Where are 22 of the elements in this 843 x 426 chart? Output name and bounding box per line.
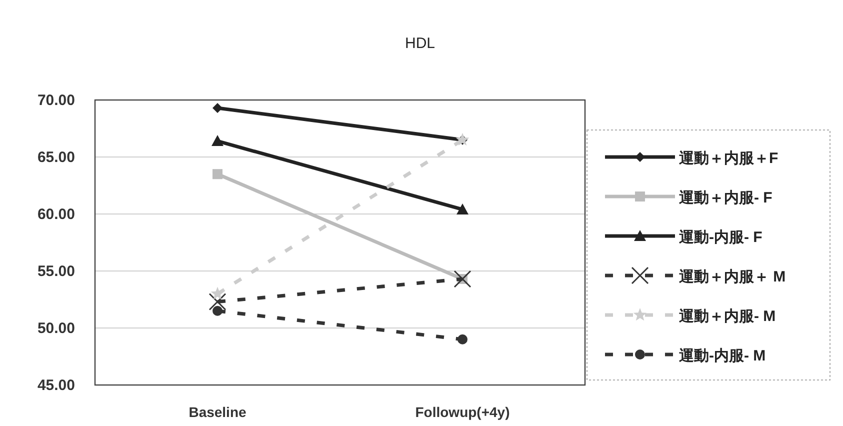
chart-title: HDL: [404, 35, 436, 52]
legend-label: 運動-内服- M: [678, 348, 766, 364]
legend-label: 運動＋内服- M: [678, 308, 776, 325]
point: [210, 286, 224, 300]
point: [212, 306, 222, 316]
legend-label: 運動＋内服- F: [678, 190, 772, 206]
point: [454, 270, 472, 288]
x-tick-label: Followup(+4y): [415, 404, 510, 420]
point: [458, 334, 468, 344]
point: [212, 102, 222, 113]
y-tick-label: 45.00: [37, 377, 75, 394]
y-tick-label: 60.00: [37, 206, 75, 223]
legend-label: 運動＋内服＋ M: [678, 268, 786, 286]
point: [208, 293, 226, 311]
y-tick-label: 65.00: [37, 149, 75, 166]
y-tick-label: 50.00: [37, 320, 75, 337]
point: [212, 169, 222, 180]
legend-label: 運動＋内服＋F: [678, 150, 778, 167]
y-tick-label: 70.00: [37, 92, 75, 109]
legend-label: 運動-内服- F: [678, 229, 762, 246]
x-tick-label: Baseline: [188, 404, 247, 420]
y-tick-label: 55.00: [37, 263, 75, 280]
